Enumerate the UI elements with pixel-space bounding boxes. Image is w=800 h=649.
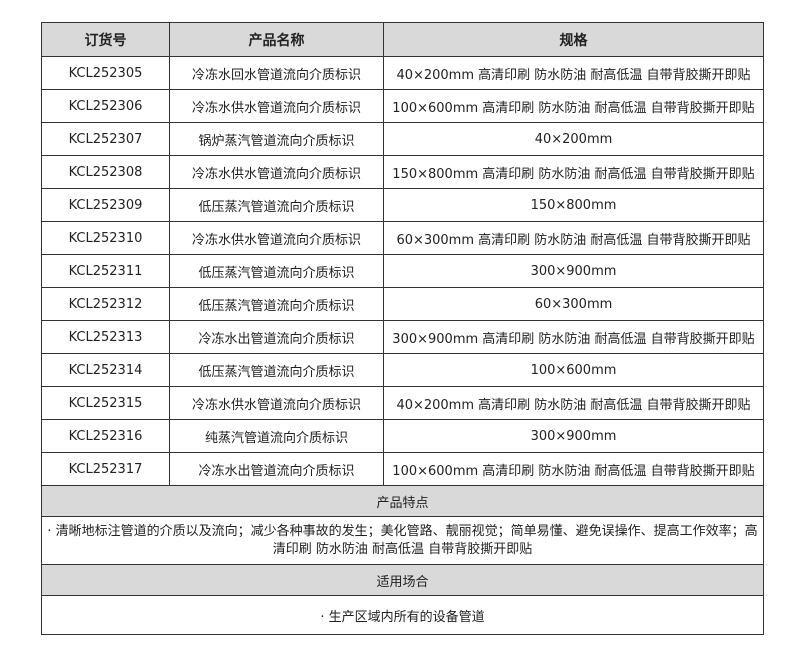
spec-cell: 60×300mm	[383, 287, 764, 321]
product-name-cell: 冷冻水供水管道流向介质标识	[169, 155, 384, 189]
order-number-cell: KCL252309	[41, 188, 170, 222]
product-spec-table: 订货号 产品名称 规格 KCL252305 冷冻水回水管道流向介质标识 40×200…	[41, 22, 764, 635]
spec-cell: 100×600mm 高清印刷 防水防油 耐高低温 自带背胶撕开即贴	[383, 452, 764, 486]
header-spec: 规格	[383, 22, 764, 57]
product-name-cell: 冷冻水供水管道流向介质标识	[169, 221, 384, 255]
table-row: KCL252310 冷冻水供水管道流向介质标识 60×300mm 高清印刷 防水防油…	[41, 221, 764, 255]
order-number-cell: KCL252311	[41, 254, 170, 288]
table-row: KCL252317 冷冻水出管道流向介质标识 100×600mm 高清印刷 防水防油…	[41, 452, 764, 486]
table-row: KCL252305 冷冻水回水管道流向介质标识 40×200mm 高清印刷 防水防油…	[41, 56, 764, 90]
spec-cell: 150×800mm 高清印刷 防水防油 耐高低温 自带背胶撕开即贴	[383, 155, 764, 189]
header-order-number: 订货号	[41, 22, 170, 57]
table-row: KCL252315 冷冻水供水管道流向介质标识 40×200mm 高清印刷 防水防油…	[41, 386, 764, 420]
order-number-cell: KCL252314	[41, 353, 170, 387]
order-number-cell: KCL252316	[41, 419, 170, 453]
table-row: KCL252314 低压蒸汽管道流向介质标识 100×600mm	[41, 353, 764, 387]
usage-text: · 生产区域内所有的设备管道	[41, 595, 764, 635]
order-number-cell: KCL252305	[41, 56, 170, 90]
product-name-cell: 低压蒸汽管道流向介质标识	[169, 353, 384, 387]
product-name-cell: 冷冻水回水管道流向介质标识	[169, 56, 384, 90]
product-name-cell: 低压蒸汽管道流向介质标识	[169, 287, 384, 321]
table-row: KCL252309 低压蒸汽管道流向介质标识 150×800mm	[41, 188, 764, 222]
usage-title: 适用场合	[41, 564, 764, 596]
spec-cell: 100×600mm 高清印刷 防水防油 耐高低温 自带背胶撕开即贴	[383, 89, 764, 123]
spec-cell: 40×200mm	[383, 122, 764, 156]
spec-cell: 150×800mm	[383, 188, 764, 222]
table-row: KCL252316 纯蒸汽管道流向介质标识 300×900mm	[41, 419, 764, 453]
product-name-cell: 冷冻水出管道流向介质标识	[169, 452, 384, 486]
spec-cell: 40×200mm 高清印刷 防水防油 耐高低温 自带背胶撕开即贴	[383, 386, 764, 420]
table-row: KCL252311 低压蒸汽管道流向介质标识 300×900mm	[41, 254, 764, 288]
spec-cell: 40×200mm 高清印刷 防水防油 耐高低温 自带背胶撕开即贴	[383, 56, 764, 90]
table-row: KCL252306 冷冻水供水管道流向介质标识 100×600mm 高清印刷 防水防…	[41, 89, 764, 123]
product-name-cell: 纯蒸汽管道流向介质标识	[169, 419, 384, 453]
order-number-cell: KCL252313	[41, 320, 170, 354]
header-row: 订货号 产品名称 规格	[41, 22, 764, 57]
product-name-cell: 冷冻水出管道流向介质标识	[169, 320, 384, 354]
order-number-cell: KCL252317	[41, 452, 170, 486]
spec-cell: 100×600mm	[383, 353, 764, 387]
product-name-cell: 锅炉蒸汽管道流向介质标识	[169, 122, 384, 156]
order-number-cell: KCL252315	[41, 386, 170, 420]
order-number-cell: KCL252312	[41, 287, 170, 321]
table-row: KCL252307 锅炉蒸汽管道流向介质标识 40×200mm	[41, 122, 764, 156]
table-row: KCL252308 冷冻水供水管道流向介质标识 150×800mm 高清印刷 防水防…	[41, 155, 764, 189]
spec-cell: 300×900mm	[383, 419, 764, 453]
product-name-cell: 冷冻水供水管道流向介质标识	[169, 386, 384, 420]
table-row: KCL252313 冷冻水出管道流向介质标识 300×900mm 高清印刷 防水防油…	[41, 320, 764, 354]
product-name-cell: 低压蒸汽管道流向介质标识	[169, 188, 384, 222]
spec-cell: 300×900mm	[383, 254, 764, 288]
spec-cell: 60×300mm 高清印刷 防水防油 耐高低温 自带背胶撕开即贴	[383, 221, 764, 255]
table-row: KCL252312 低压蒸汽管道流向介质标识 60×300mm	[41, 287, 764, 321]
order-number-cell: KCL252310	[41, 221, 170, 255]
product-name-cell: 低压蒸汽管道流向介质标识	[169, 254, 384, 288]
order-number-cell: KCL252308	[41, 155, 170, 189]
features-text: · 清晰地标注管道的介质以及流向；减少各种事故的发生；美化管路、靓丽视觉；简单易…	[41, 516, 764, 565]
order-number-cell: KCL252306	[41, 89, 170, 123]
order-number-cell: KCL252307	[41, 122, 170, 156]
features-title: 产品特点	[41, 485, 764, 517]
spec-cell: 300×900mm 高清印刷 防水防油 耐高低温 自带背胶撕开即贴	[383, 320, 764, 354]
product-name-cell: 冷冻水供水管道流向介质标识	[169, 89, 384, 123]
header-product-name: 产品名称	[169, 22, 384, 57]
